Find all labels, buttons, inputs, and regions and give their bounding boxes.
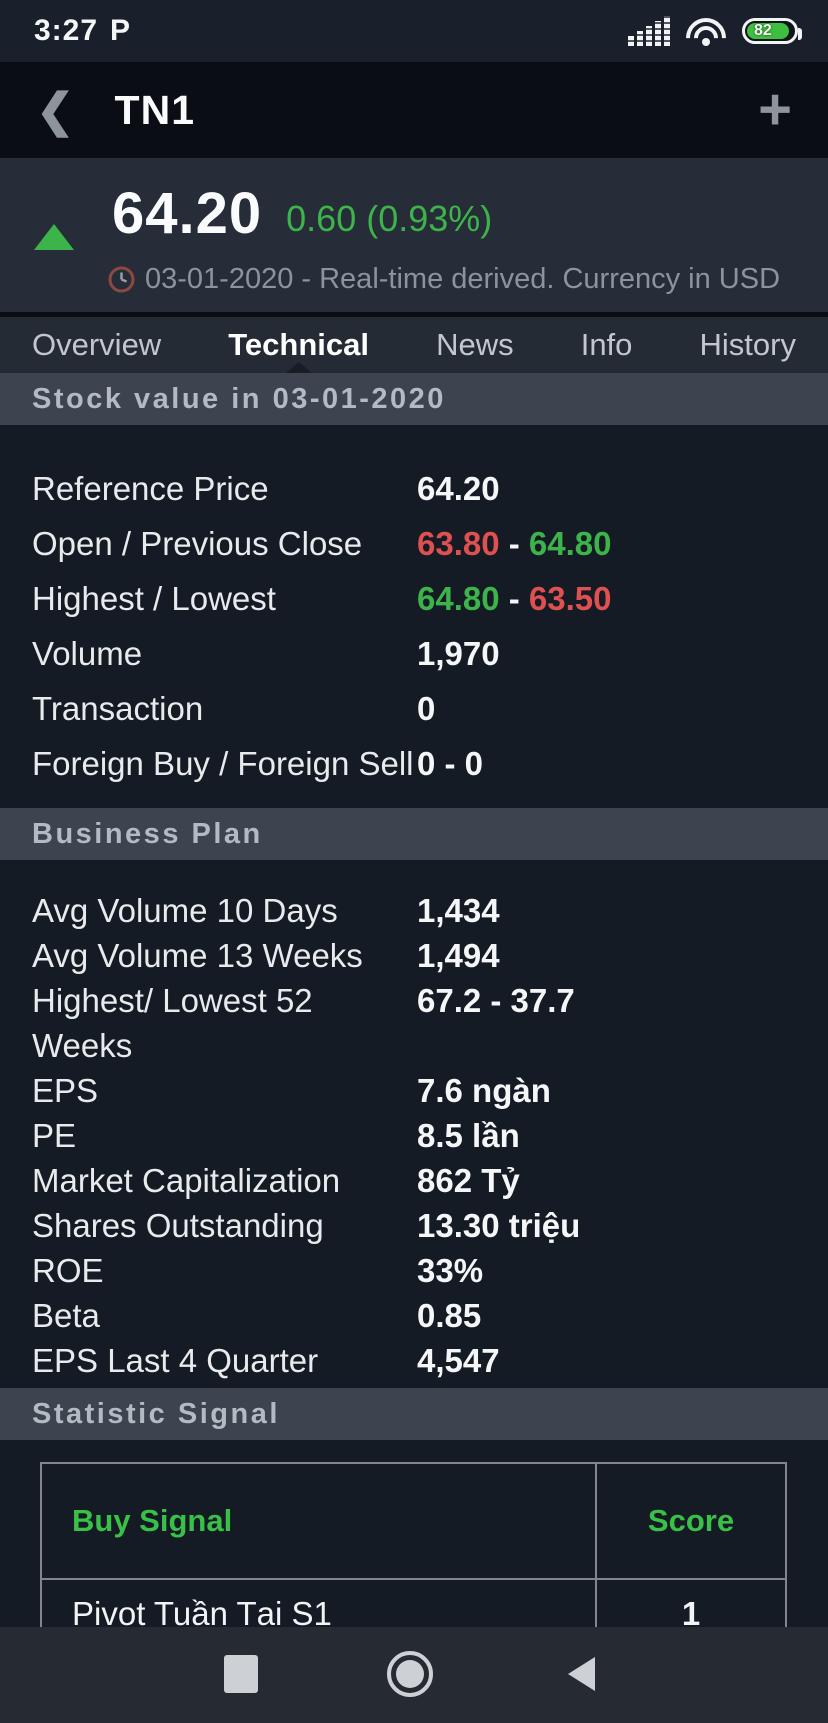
signal-name: Pivot Tuần Tại S1 bbox=[72, 1595, 332, 1627]
android-nav-bar bbox=[0, 1627, 828, 1723]
quote-meta-text: 03-01-2020 - Real-time derived. Currency… bbox=[145, 263, 781, 295]
table-row: Highest/ Lowest 52 Weeks 67.2 - 37.7 bbox=[32, 978, 798, 1068]
business-plan-panel: Avg Volume 10 Days 1,434 Avg Volume 13 W… bbox=[0, 860, 828, 1388]
tab-technical[interactable]: Technical bbox=[228, 317, 369, 373]
home-button-icon[interactable] bbox=[387, 1651, 433, 1697]
row-value: 64.80 - 63.50 bbox=[417, 580, 612, 617]
table-row: Volume 1,970 bbox=[32, 626, 798, 681]
table-row: Reference Price 64.20 bbox=[32, 461, 798, 516]
row-value: 862 Tỷ bbox=[417, 1162, 520, 1199]
row-value: 0 bbox=[417, 690, 436, 727]
score-header: Score bbox=[595, 1464, 785, 1578]
divider bbox=[0, 312, 828, 317]
row-value: 4,547 bbox=[417, 1342, 500, 1379]
signal-score: 1 bbox=[595, 1580, 785, 1627]
row-label: ROE bbox=[32, 1252, 104, 1289]
add-watchlist-icon[interactable]: + bbox=[758, 76, 792, 142]
notification-letter-icon: P bbox=[110, 14, 131, 47]
page-title: TN1 bbox=[114, 86, 196, 133]
row-label: Highest/ Lowest 52 Weeks bbox=[32, 982, 313, 1064]
clock-time: 3:27 bbox=[34, 14, 99, 47]
row-label: Foreign Buy / Foreign Sell bbox=[32, 745, 414, 782]
row-label: EPS bbox=[32, 1072, 99, 1109]
back-button-icon[interactable] bbox=[568, 1657, 595, 1691]
row-label: Market Capitalization bbox=[32, 1162, 341, 1199]
quote-panel: 64.20 0.60 (0.93%) 03-01-2020 - Real-tim… bbox=[0, 158, 828, 312]
row-value: 64.20 bbox=[417, 470, 500, 507]
table-row: Pivot Tuần Tại S1 1 bbox=[42, 1578, 785, 1627]
row-value: 7.6 ngàn bbox=[417, 1072, 551, 1109]
current-price: 64.20 bbox=[112, 181, 263, 246]
cellular-signal-icon bbox=[628, 16, 670, 46]
table-row: Beta 0.85 bbox=[32, 1293, 798, 1338]
clock-icon bbox=[108, 266, 135, 293]
table-row: Avg Volume 10 Days 1,434 bbox=[32, 888, 798, 933]
section-header-business-plan: Business Plan bbox=[0, 808, 828, 860]
table-row: EPS Last 4 Quarter 4,547 bbox=[32, 1338, 798, 1383]
price-change: 0.60 (0.93%) bbox=[286, 197, 493, 239]
statistic-signal-panel: Buy Signal Score Pivot Tuần Tại S1 1 bbox=[0, 1440, 828, 1627]
wifi-icon bbox=[686, 16, 726, 46]
row-label: Avg Volume 13 Weeks bbox=[32, 937, 363, 974]
app-header: ❮ TN1 + bbox=[0, 62, 828, 158]
price-up-arrow-icon bbox=[34, 206, 78, 250]
battery-icon: 82 bbox=[742, 18, 802, 44]
back-icon[interactable]: ❮ bbox=[36, 84, 75, 136]
row-label: Highest / Lowest bbox=[32, 580, 276, 617]
table-row: Shares Outstanding 13.30 triệu bbox=[32, 1203, 798, 1248]
table-row: Open / Previous Close 63.80 - 64.80 bbox=[32, 516, 798, 571]
battery-percent: 82 bbox=[754, 22, 772, 39]
table-row: Transaction 0 bbox=[32, 681, 798, 736]
tab-bar: Overview Technical News Info History bbox=[0, 317, 828, 373]
row-value: 8.5 lần bbox=[417, 1117, 520, 1154]
signal-table: Buy Signal Score Pivot Tuần Tại S1 1 bbox=[40, 1462, 787, 1627]
row-value: 1,434 bbox=[417, 892, 500, 929]
row-value: 1,970 bbox=[417, 635, 500, 672]
tab-news[interactable]: News bbox=[436, 327, 514, 362]
status-bar: 3:27 P 82 bbox=[0, 0, 828, 62]
section-header-stock-value: Stock value in 03-01-2020 bbox=[0, 373, 828, 425]
row-value: 67.2 - 37.7 bbox=[417, 982, 575, 1019]
table-row: Market Capitalization 862 Tỷ bbox=[32, 1158, 798, 1203]
row-label: Transaction bbox=[32, 690, 204, 727]
row-label: EPS Last 4 Quarter bbox=[32, 1342, 319, 1379]
row-label: Avg Volume 10 Days bbox=[32, 892, 338, 929]
row-value: 0 - 0 bbox=[417, 745, 484, 782]
recents-button-icon[interactable] bbox=[224, 1655, 258, 1693]
row-value: 13.30 triệu bbox=[417, 1207, 581, 1244]
row-label: Reference Price bbox=[32, 470, 269, 507]
row-label: Volume bbox=[32, 635, 143, 672]
table-row: PE 8.5 lần bbox=[32, 1113, 798, 1158]
row-label: PE bbox=[32, 1117, 77, 1154]
tab-info[interactable]: Info bbox=[580, 327, 633, 362]
section-header-statistic-signal: Statistic Signal bbox=[0, 1388, 828, 1440]
buy-signal-header: Buy Signal bbox=[72, 1503, 233, 1538]
table-row: ROE 33% bbox=[32, 1248, 798, 1293]
table-row: Highest / Lowest 64.80 - 63.50 bbox=[32, 571, 798, 626]
stock-value-panel: Reference Price 64.20 Open / Previous Cl… bbox=[0, 425, 828, 808]
table-row: Avg Volume 13 Weeks 1,494 bbox=[32, 933, 798, 978]
status-icons: 82 bbox=[628, 16, 802, 46]
row-value: 63.80 - 64.80 bbox=[417, 525, 612, 562]
table-row: Foreign Buy / Foreign Sell 0 - 0 bbox=[32, 736, 798, 791]
row-label: Beta bbox=[32, 1297, 100, 1334]
row-value: 1,494 bbox=[417, 937, 500, 974]
row-label: Shares Outstanding bbox=[32, 1207, 324, 1244]
tab-history[interactable]: History bbox=[699, 327, 796, 362]
tab-overview[interactable]: Overview bbox=[32, 327, 162, 362]
table-row: EPS 7.6 ngàn bbox=[32, 1068, 798, 1113]
row-value: 0.85 bbox=[417, 1297, 482, 1334]
row-label: Open / Previous Close bbox=[32, 525, 363, 562]
signal-table-header: Buy Signal Score bbox=[42, 1464, 785, 1578]
row-value: 33% bbox=[417, 1252, 484, 1289]
